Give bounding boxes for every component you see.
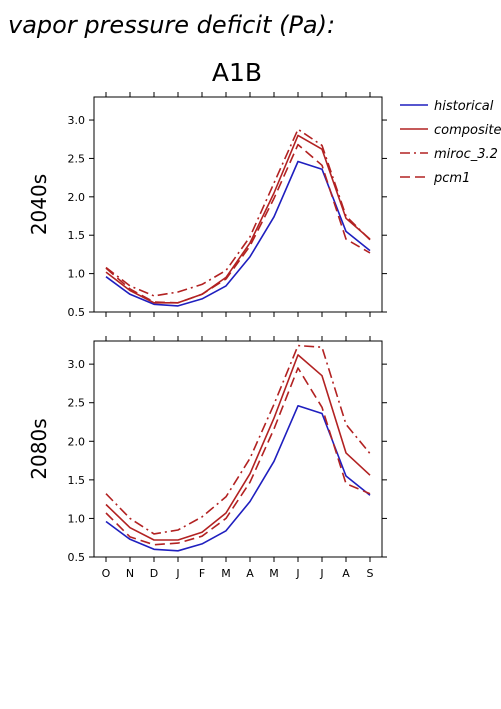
x-tick-label: O bbox=[102, 567, 111, 580]
x-tick-label: D bbox=[150, 567, 158, 580]
series-line-historical bbox=[105, 160, 371, 307]
x-tick-label: M bbox=[269, 567, 279, 580]
x-tick-label: A bbox=[246, 567, 254, 580]
legend-label: pcm1 bbox=[433, 171, 470, 186]
plot-frame bbox=[93, 96, 383, 313]
legend-item: historical bbox=[400, 99, 494, 114]
series-line-composite bbox=[105, 134, 371, 304]
panels: 0.5 1.0 1.5 2.0 2.5 3.0 2040s 0.5 1.0 1.5 2.0 2.5 3.… bbox=[27, 92, 387, 580]
y-tick-label: 1.0 bbox=[68, 512, 86, 525]
legend-label: miroc_3.2 bbox=[434, 147, 498, 162]
x-tick-label: N bbox=[126, 567, 134, 580]
x-tick-label: F bbox=[199, 567, 205, 580]
plot-frame bbox=[93, 340, 383, 558]
x-tick-label: A bbox=[342, 567, 350, 580]
series-line-pcm1 bbox=[105, 143, 371, 304]
legend-item: pcm1 bbox=[400, 171, 470, 186]
x-tick-label: J bbox=[295, 567, 299, 580]
series-line-miroc-3-2 bbox=[105, 344, 371, 535]
y-tick-label: 1.5 bbox=[68, 229, 86, 242]
legend-label: historical bbox=[434, 99, 494, 114]
legend-item: miroc_3.2 bbox=[400, 147, 498, 162]
y-tick-label: 2.0 bbox=[68, 435, 86, 448]
x-tick-label: J bbox=[319, 567, 323, 580]
figure-title: vapor pressure deficit (Pa): bbox=[8, 11, 335, 39]
y-tick-label: 2.0 bbox=[68, 191, 86, 204]
y-tick-label: 2.5 bbox=[68, 397, 86, 410]
y-tick-label: 2.5 bbox=[68, 152, 86, 165]
y-tick-label: 1.0 bbox=[68, 268, 86, 281]
y-tick-label: 3.0 bbox=[68, 358, 86, 371]
y-tick-label: 0.5 bbox=[68, 306, 86, 319]
panel-label: 2080s bbox=[27, 418, 51, 479]
series-line-historical bbox=[105, 404, 371, 552]
series-line-miroc-3-2 bbox=[105, 128, 371, 297]
legend-label: composite bbox=[434, 123, 501, 138]
scenario-title: A1B bbox=[212, 58, 262, 87]
y-tick-label: 1.5 bbox=[68, 474, 86, 487]
y-tick-label: 0.5 bbox=[68, 551, 86, 564]
x-tick-label: M bbox=[221, 567, 231, 580]
panel-label: 2040s bbox=[27, 174, 51, 235]
x-tick-label: S bbox=[367, 567, 374, 580]
panel-2040s: 0.5 1.0 1.5 2.0 2.5 3.0 2040s bbox=[27, 92, 387, 319]
x-tick-label: J bbox=[175, 567, 179, 580]
legend-item: composite bbox=[400, 123, 501, 138]
panel-2080s: 0.5 1.0 1.5 2.0 2.5 3.0 O N D J F M A M J J A S 2080s bbox=[27, 336, 387, 580]
series-line-pcm1 bbox=[105, 367, 371, 546]
legend: historical composite miroc_3.2 pcm1 bbox=[400, 99, 501, 186]
series-line-composite bbox=[105, 354, 371, 541]
y-tick-label: 3.0 bbox=[68, 114, 86, 127]
